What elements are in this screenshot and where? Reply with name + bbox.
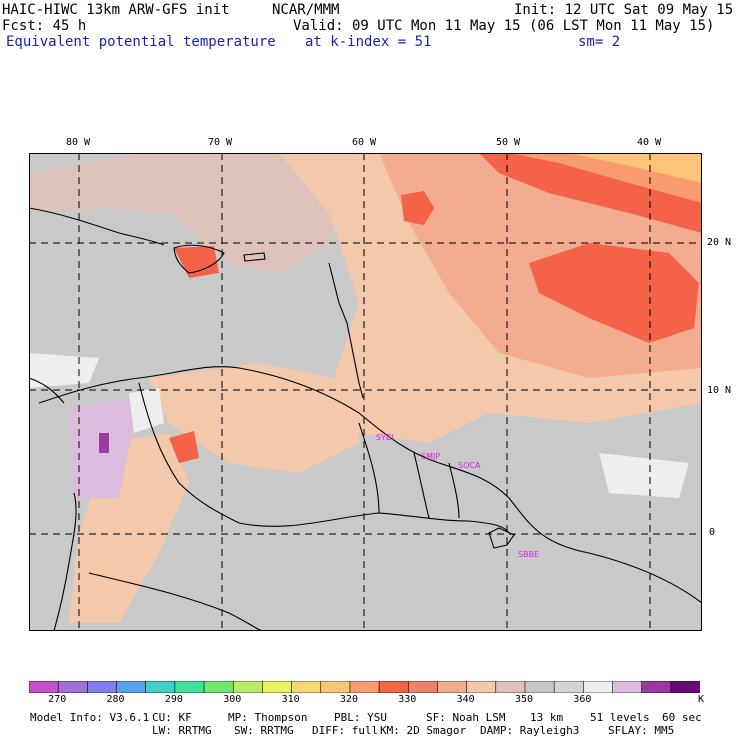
coast-pacific [53,492,77,631]
footer-cu: CU: KF [152,711,192,724]
coast-amazon-mouth [488,527,515,549]
colorbar-cell [582,681,614,693]
colorbar-cell [262,681,293,693]
border-bra-north [238,512,510,534]
footer-levels: 51 levels [590,711,650,724]
colorbar-tick-label: 310 [281,694,300,705]
colorbar-cell [495,681,526,693]
border-ven-guy [358,422,380,514]
colorbar-cell [349,681,380,693]
shade-purple-spot [99,433,109,453]
border-col-ven [138,382,240,524]
colorbar-tick-label: 330 [398,694,417,705]
footer-km: KM: 2D Smagor [380,724,467,737]
shade-red-east [529,243,699,343]
colorbar-tick-label: 280 [106,694,125,705]
colorbar-cell [116,681,147,693]
colorbar-cell [670,681,700,693]
colorbar-cell [320,681,351,693]
colorbar-cell [437,681,468,693]
coast-puerto-rico [243,252,266,262]
coast-lesser-antilles [328,262,364,399]
footer-mp: MP: Thompson [228,711,308,724]
smoothing-label: sm= 2 [578,34,621,50]
station-labels: SYBI SMJP SOCA SBBE [376,433,539,559]
init-time: Init: 12 UTC Sat 09 May 15 [514,2,734,18]
shade-white-atlantic [599,453,689,498]
colorbar-cell [57,681,89,693]
colorbar-cell [203,681,234,693]
footer-sw: SW: RRTMG [234,724,294,737]
footer-diff: DIFF: full [312,724,379,737]
coastlines [29,207,702,631]
colorbar-cell [612,681,643,693]
colorbar-tick-label: 300 [223,694,242,705]
footer-model-info: Model Info: V3.6.1 [30,711,150,724]
colorbar-cell [291,681,322,693]
shade-red-blob [401,191,434,225]
footer-resolution: 13 km [530,711,564,724]
level-label: at k-index = 51 [305,34,432,50]
lon-label-50w: 50 W [496,137,521,148]
valid-time: Valid: 09 UTC Mon 11 May 15 (06 LST Mon … [293,18,715,34]
colorbar-cell [407,681,439,693]
colorbar-cell [466,681,497,693]
colorbar-cell [174,681,205,693]
lon-label-80w: 80 W [66,137,91,148]
map-frame [29,153,702,631]
graticule [29,153,702,631]
colorbar-cell [145,681,176,693]
colorbar-tick-label: 340 [456,694,475,705]
station-soca: SOCA [458,461,481,470]
colorbar-cells [29,681,700,693]
lat-label-0: 0 [709,527,716,538]
colorbar-cell [87,681,118,693]
colorbar-cell [553,681,585,693]
coast-central-america [29,377,65,404]
lon-label-60w: 60 W [352,137,377,148]
colorbar-tick-label: 270 [48,694,67,705]
colorbar-tick-label: 360 [573,694,592,705]
footer-lw: LW: RRTMG [152,724,212,737]
shade-red-venez [169,431,199,463]
footer-sflay: SFLAY: MM5 [608,724,675,737]
colorbar [29,681,700,693]
model-title: HAIC-HIWC 13km ARW-GFS init [2,2,230,18]
footer-pbl: PBL: YSU [334,711,387,724]
field-name: Equivalent potential temperature [6,34,276,50]
colorbar-cell [232,681,264,693]
footer-sf: SF: Noah LSM [426,711,506,724]
lat-label-20n: 20 N [707,237,732,248]
coast-cuba [29,207,165,246]
border-guy-sur [413,452,430,519]
lon-label-40w: 40 W [637,137,662,148]
colorbar-cell [378,681,409,693]
footer-damp: DAMP: Rayleigh3 [480,724,580,737]
coast-south-america [38,366,702,604]
colorbar-unit: K [698,694,705,705]
station-sybi: SYBI [376,433,394,442]
lon-label-70w: 70 W [208,137,233,148]
station-sbbe: SBBE [518,550,539,559]
footer-timestep: 60 sec [662,711,702,724]
colorbar-cell [641,681,672,693]
forecast-hour: Fcst: 45 h [2,18,87,34]
colorbar-tick-label: 290 [164,694,183,705]
shade-yellow-corner [569,153,702,183]
shade-white-caribbean [29,353,99,388]
colorbar-cell [29,681,59,693]
station-smjp: SMJP [421,452,440,461]
colorbar-tick-label: 320 [339,694,358,705]
border-sur-fg [448,462,460,519]
coast-hispaniola [173,244,225,274]
border-bra-peru [88,572,265,631]
theta-e-map: SYBI SMJP SOCA SBBE [29,153,702,631]
org-label: NCAR/MMM [272,2,340,18]
theta-e-shading [29,153,702,623]
lat-label-10n: 10 N [707,385,732,396]
colorbar-cell [524,681,555,693]
colorbar-tick-label: 350 [514,694,534,705]
